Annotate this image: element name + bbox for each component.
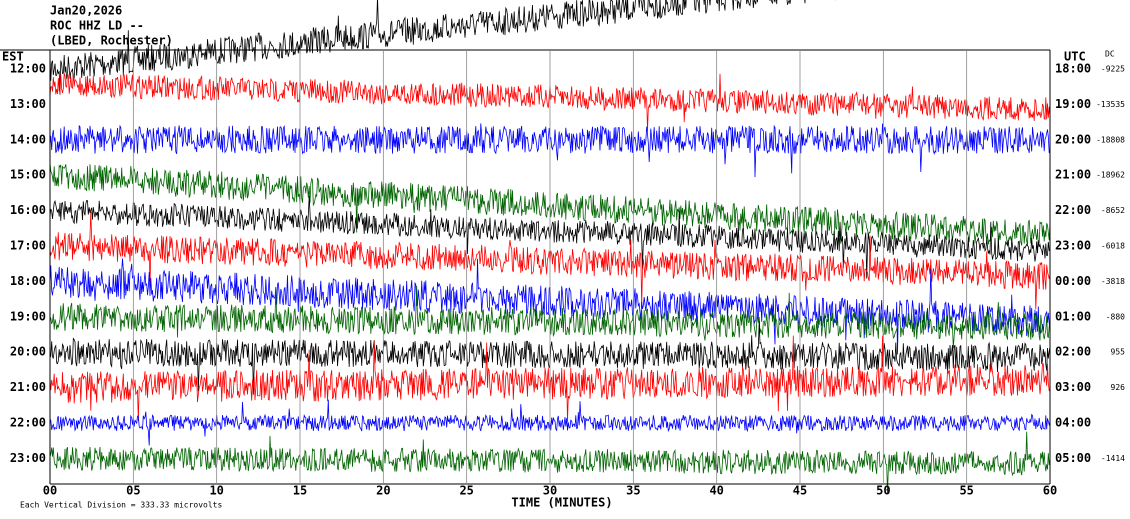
left-tick-label: 16:00 (10, 203, 46, 217)
header-line: (LBED, Rochester) (50, 34, 173, 48)
dc-value: 955 (1111, 348, 1126, 357)
right-tick-label: 04:00 (1055, 416, 1091, 430)
left-tick-label: 17:00 (10, 239, 46, 253)
x-tick-label: 30 (543, 484, 557, 498)
dc-value: -1414 (1101, 454, 1125, 463)
x-tick-label: 60 (1043, 484, 1057, 498)
dc-value: -8652 (1101, 206, 1125, 215)
dc-value: -880 (1106, 312, 1125, 321)
header-line: Jan20,2026 (50, 4, 122, 18)
right-tick-label: 21:00 (1055, 168, 1091, 182)
x-tick-label: 05 (126, 484, 140, 498)
left-tick-label: 12:00 (10, 62, 46, 76)
left-tick-label: 19:00 (10, 309, 46, 323)
dc-value: -18962 (1096, 171, 1125, 180)
dc-value: -13535 (1096, 100, 1125, 109)
left-tick-label: 20:00 (10, 345, 46, 359)
left-tick-label: 23:00 (10, 451, 46, 465)
dc-value: -3818 (1101, 277, 1125, 286)
left-tick-label: 18:00 (10, 274, 46, 288)
right-tick-label: 23:00 (1055, 239, 1091, 253)
right-tick-label: 02:00 (1055, 345, 1091, 359)
right-tick-label: 05:00 (1055, 451, 1091, 465)
right-tick-label: 00:00 (1055, 274, 1091, 288)
x-tick-label: 40 (709, 484, 723, 498)
dc-value: -18808 (1096, 135, 1125, 144)
dc-value: 926 (1111, 383, 1126, 392)
left-tick-label: 22:00 (10, 416, 46, 430)
left-tick-label: 13:00 (10, 97, 46, 111)
footer: Each Vertical Division = 333.33 microvol… (20, 501, 222, 510)
x-tick-label: 25 (459, 484, 473, 498)
x-tick-label: 35 (626, 484, 640, 498)
right-tick-label: 20:00 (1055, 132, 1091, 146)
left-tick-label: 21:00 (10, 380, 46, 394)
x-tick-label: 55 (959, 484, 973, 498)
left-tick-label: 15:00 (10, 168, 46, 182)
x-tick-label: 15 (293, 484, 307, 498)
right-tick-label: 18:00 (1055, 62, 1091, 76)
right-tick-label: 01:00 (1055, 309, 1091, 323)
x-tick-label: 00 (43, 484, 57, 498)
dc-value: -6018 (1101, 242, 1125, 251)
dc-title: DC (1105, 50, 1115, 59)
right-tick-label: 22:00 (1055, 203, 1091, 217)
x-axis-title: TIME (MINUTES) (511, 496, 612, 510)
right-tick-label: 03:00 (1055, 380, 1091, 394)
right-tick-label: 19:00 (1055, 97, 1091, 111)
header-line: ROC HHZ LD -- (50, 19, 144, 33)
left-tick-label: 14:00 (10, 132, 46, 146)
x-tick-label: 50 (876, 484, 890, 498)
x-tick-label: 20 (376, 484, 390, 498)
x-tick-label: 45 (793, 484, 807, 498)
x-tick-label: 10 (209, 484, 223, 498)
dc-value: -9225 (1101, 65, 1125, 74)
